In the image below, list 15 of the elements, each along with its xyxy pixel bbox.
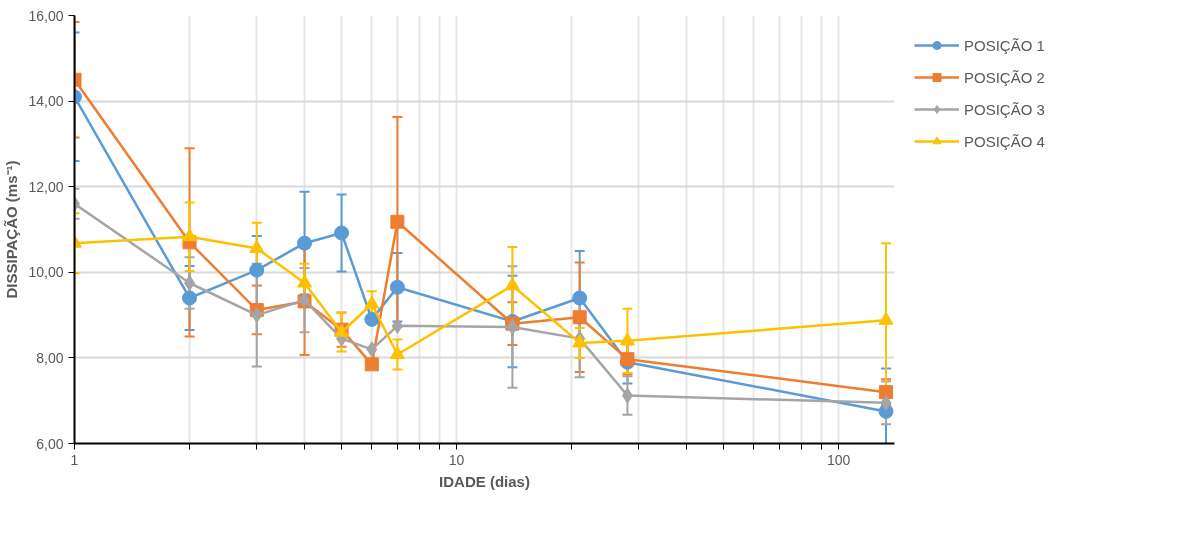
- legend-label: POSIÇÃO 1: [964, 36, 1045, 54]
- y-tick-label: 6,00: [36, 435, 64, 452]
- legend-label: POSIÇÃO 3: [964, 100, 1045, 118]
- x-tick-label: 10: [448, 451, 465, 468]
- y-tick-label: 12,00: [28, 178, 64, 195]
- y-tick-label: 8,00: [36, 349, 64, 366]
- legend-label: POSIÇÃO 2: [964, 68, 1045, 86]
- x-tick-label: 1: [70, 451, 79, 468]
- y-axis-title: DISSIPAÇÃO (ms⁻¹): [3, 160, 21, 299]
- y-tick-label: 10,00: [28, 264, 64, 281]
- y-tick-label: 16,00: [28, 7, 64, 24]
- y-tick-label: 14,00: [28, 93, 64, 110]
- x-axis-title: IDADE (dias): [439, 472, 530, 490]
- legend-label: POSIÇÃO 4: [964, 132, 1045, 150]
- x-tick-label: 100: [826, 451, 851, 468]
